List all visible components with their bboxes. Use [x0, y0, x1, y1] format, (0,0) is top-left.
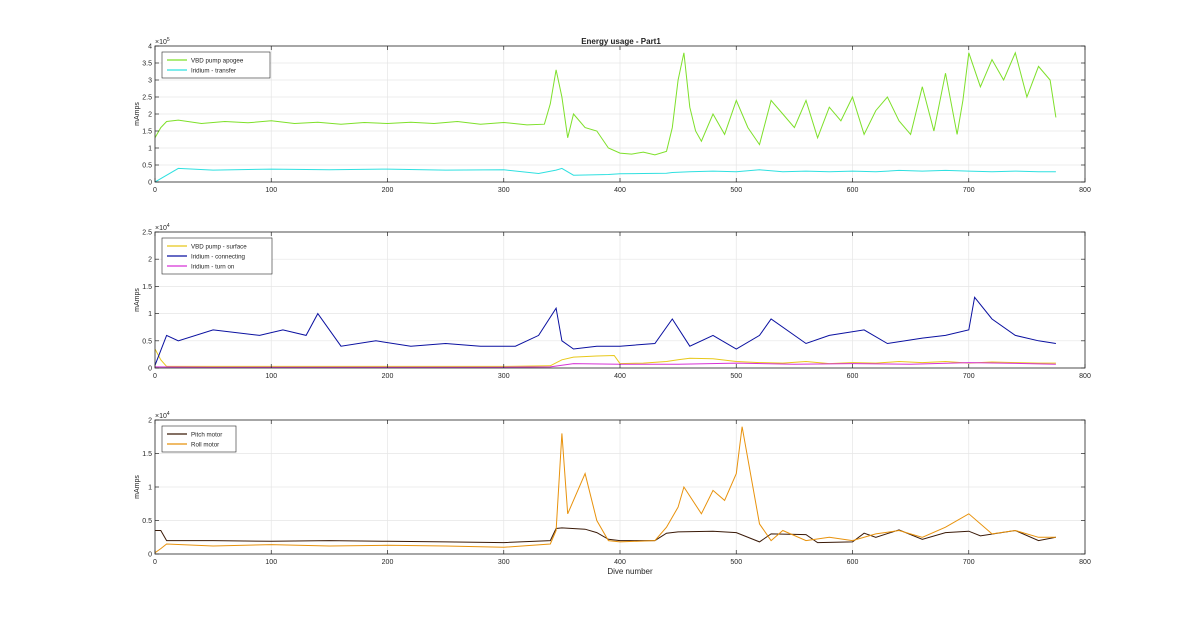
subplot-3: 0 100 200 300 400 500 600 700 800 0 0.5 1 1.5 2×104 mA…	[134, 411, 1091, 576]
x-tick-label: 600	[847, 559, 859, 566]
subplot-2: 0 100 200 300 400 500 600 700 800 0 0.5 1 1.5 2 2.5×10…	[134, 223, 1091, 380]
x-tick-label: 600	[847, 373, 859, 380]
y-exponent-label: ×105	[155, 37, 170, 46]
subplot-1: 0 100 200 300 400 500 600 700 800 0 0.5 1 1.5 2 2.5 3 3.…	[134, 37, 1091, 194]
y-axis-label: mAmps	[134, 288, 141, 312]
x-tick-label: 200	[382, 187, 394, 194]
series-line-2	[155, 426, 1056, 554]
y-exponent-power: 5	[167, 37, 170, 43]
legend: Pitch motor Roll motor	[161, 425, 237, 453]
legend-label-1: VBD pump apogee	[191, 57, 244, 64]
y-tick-label: 2	[148, 112, 152, 119]
y-tick-label: 3.5	[142, 61, 152, 68]
x-tick-label: 0	[153, 187, 157, 194]
x-tick-label: 700	[963, 373, 975, 380]
x-tick-label: 100	[265, 559, 277, 566]
y-tick-label: 0	[148, 180, 152, 187]
series-line-3	[155, 362, 1056, 368]
figure-title: Energy usage - Part1	[581, 37, 661, 46]
y-axis-label: mAmps	[134, 475, 141, 499]
y-tick-label: 1.5	[142, 129, 152, 136]
y-exponent-label: ×104	[155, 223, 170, 232]
y-tick-label: 1	[148, 146, 152, 153]
y-exponent-label: ×104	[155, 411, 170, 420]
x-tick-label: 800	[1079, 559, 1091, 566]
legend-label-2: Roll motor	[191, 441, 219, 448]
x-tick-label: 600	[847, 187, 859, 194]
x-tick-label: 700	[963, 559, 975, 566]
x-tick-label: 800	[1079, 187, 1091, 194]
series-line-2	[155, 296, 1056, 366]
series-line-1	[155, 527, 1056, 544]
series-line-1	[155, 51, 1057, 156]
legend-box	[161, 51, 271, 79]
x-tick-label: 300	[498, 187, 510, 194]
legend: VBD pump - surface Iridium - connecting Ir…	[161, 237, 273, 275]
x-tick-label: 400	[614, 559, 626, 566]
y-tick-label: 2	[148, 257, 152, 264]
legend-label-1: Pitch motor	[191, 431, 222, 438]
legend-label-1: VBD pump - surface	[191, 243, 247, 250]
y-axis-label: mAmps	[134, 102, 141, 126]
y-tick-label: 1	[148, 485, 152, 492]
y-tick-label: 0.5	[142, 338, 152, 345]
y-exponent-power: 4	[167, 411, 170, 417]
x-tick-label: 800	[1079, 373, 1091, 380]
x-tick-label: 0	[153, 373, 157, 380]
y-tick-label: 1.5	[142, 451, 152, 458]
legend-box	[161, 425, 237, 453]
x-tick-label: 300	[498, 559, 510, 566]
y-tick-label: 1	[148, 311, 152, 318]
legend-label-2: Iridium - connecting	[191, 253, 246, 260]
y-tick-label: 2	[148, 418, 152, 425]
x-tick-label: 200	[382, 373, 394, 380]
y-tick-label: 2.5	[142, 95, 152, 102]
x-tick-label: 100	[265, 373, 277, 380]
legend-label-2: Iridium - transfer	[191, 67, 236, 74]
y-tick-label: 0	[148, 552, 152, 559]
y-tick-label: 2.5	[142, 230, 152, 237]
x-tick-label: 500	[730, 187, 742, 194]
x-tick-label: 400	[614, 187, 626, 194]
y-tick-label: 1.5	[142, 284, 152, 291]
x-tick-label: 300	[498, 373, 510, 380]
x-tick-label: 200	[382, 559, 394, 566]
series-line-2	[155, 167, 1056, 182]
y-tick-label: 0.5	[142, 518, 152, 525]
y-tick-label: 3	[148, 78, 152, 85]
y-tick-label: 4	[148, 44, 152, 51]
x-tick-label: 700	[963, 187, 975, 194]
y-tick-label: 0.5	[142, 163, 152, 170]
y-exponent-power: 4	[167, 223, 170, 229]
x-tick-label: 0	[153, 559, 157, 566]
legend: VBD pump apogee Iridium - transfer	[161, 51, 271, 79]
series-line-1	[155, 348, 1056, 367]
y-tick-label: 0	[148, 366, 152, 373]
x-axis-label: Dive number	[607, 567, 653, 576]
x-tick-label: 100	[265, 187, 277, 194]
x-tick-label: 400	[614, 373, 626, 380]
x-tick-label: 500	[730, 373, 742, 380]
x-tick-label: 500	[730, 559, 742, 566]
legend-label-3: Iridium - turn on	[191, 263, 235, 270]
